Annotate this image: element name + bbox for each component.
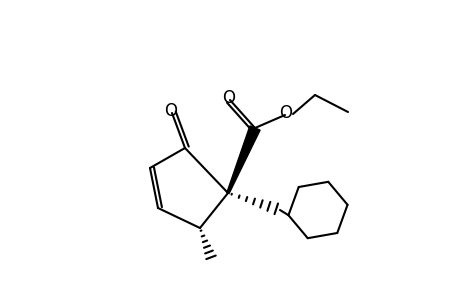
Text: O: O — [164, 102, 177, 120]
Text: O: O — [222, 89, 235, 107]
Text: O: O — [279, 104, 292, 122]
Polygon shape — [226, 126, 259, 194]
